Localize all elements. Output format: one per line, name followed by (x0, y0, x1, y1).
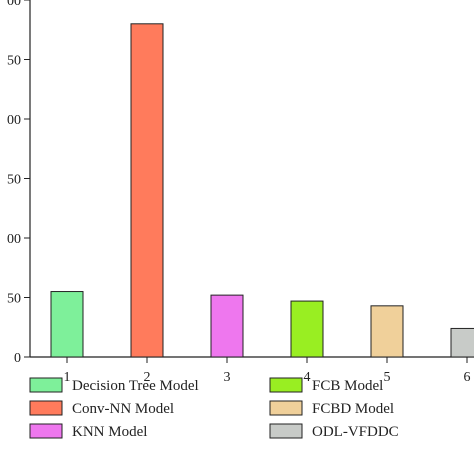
y-tick-label: 00 (7, 0, 21, 9)
y-tick-label: 00 (7, 113, 21, 128)
bar (130, 23, 164, 358)
x-tick-label: 2 (144, 370, 151, 385)
legend-swatch (29, 423, 63, 439)
bar (210, 294, 244, 358)
legend-label: KNN Model (72, 424, 147, 440)
x-tick-label: 3 (224, 370, 231, 385)
legend-label: FCB Model (312, 378, 383, 394)
y-tick-label: 00 (7, 232, 21, 247)
legend-label: Decision Tree Model (72, 378, 199, 394)
y-tick-label: 50 (7, 54, 21, 69)
bar (370, 305, 404, 358)
x-tick-label: 6 (464, 370, 471, 385)
legend-label: ODL-VFDDC (312, 424, 399, 440)
plot-area: 0 50 00 50 00 50 00 1 2 3 4 5 6 (7, 0, 474, 385)
x-tick-label: 4 (304, 370, 311, 385)
legend-label: FCBD Model (312, 401, 394, 417)
legend-label: Conv-NN Model (72, 401, 174, 417)
legend-swatch (269, 377, 303, 393)
bar (50, 291, 84, 358)
y-tick-label: 0 (14, 351, 21, 366)
y-tick-label: 50 (7, 292, 21, 307)
legend-swatch (269, 423, 303, 439)
legend-swatch (29, 400, 63, 416)
x-tick-label: 1 (64, 370, 71, 385)
x-tick-label: 5 (384, 370, 391, 385)
y-tick-label: 50 (7, 173, 21, 188)
legend-swatch (269, 400, 303, 416)
legend: Decision Tree Model Conv-NN Model KNN Mode… (29, 377, 399, 440)
bar (290, 300, 324, 358)
bar (450, 327, 474, 358)
legend-swatch (29, 377, 63, 393)
